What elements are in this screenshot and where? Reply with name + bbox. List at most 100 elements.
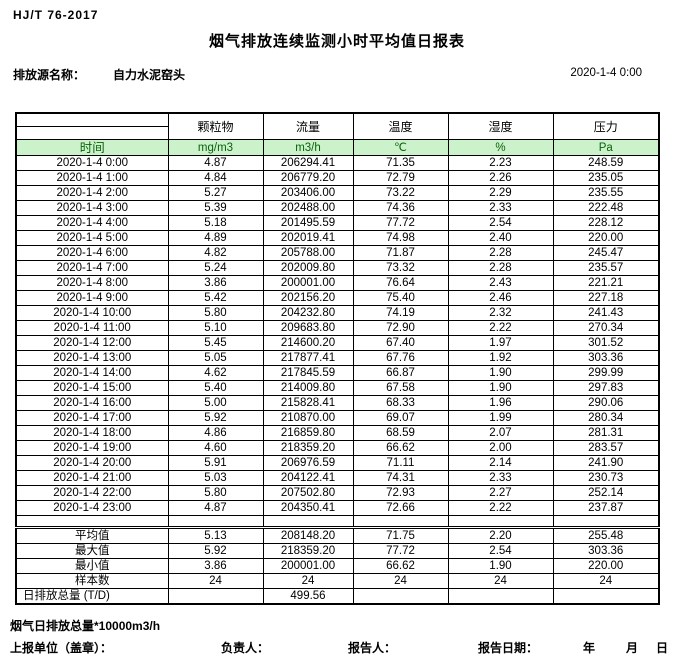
summary-temperature: 77.72 [352, 543, 449, 559]
cell-pressure: 235.05 [552, 170, 660, 186]
cell-temperature: 72.90 [352, 320, 449, 336]
header-blank-top-cell [15, 112, 169, 127]
cell-particulate: 4.84 [167, 170, 264, 186]
summary-pressure: 220.00 [552, 558, 660, 574]
col-header-humidity: 湿度 [447, 112, 554, 140]
daily-total-humidity [447, 588, 554, 605]
cell-pressure: 280.34 [552, 410, 660, 426]
summary-humidity: 2.20 [447, 527, 554, 544]
cell-temperature: 72.66 [352, 500, 449, 516]
header-blank-bottom-cell [15, 126, 169, 140]
cell-flow: 204350.41 [262, 500, 354, 516]
cell-time: 2020-1-4 5:00 [15, 230, 169, 246]
cell-temperature: 74.31 [352, 470, 449, 486]
cell-time: 2020-1-4 17:00 [15, 410, 169, 426]
cell-time: 2020-1-4 10:00 [15, 305, 169, 321]
cell-temperature: 73.22 [352, 185, 449, 201]
table-row: 2020-1-4 10:00 5.80 204232.80 74.19 2.32… [15, 305, 660, 321]
cell-time: 2020-1-4 15:00 [15, 380, 169, 396]
unit-row: 时间 mg/m3 m3/h ℃ % Pa [15, 139, 660, 156]
cell-flow: 202488.00 [262, 200, 354, 216]
cell-particulate: 5.18 [167, 215, 264, 231]
cell-particulate: 5.42 [167, 290, 264, 306]
cell-particulate: 4.60 [167, 440, 264, 456]
table-row: 2020-1-4 5:00 4.89 202019.41 74.98 2.40 … [15, 230, 660, 246]
summary-row: 最小值 3.86 200001.00 66.62 1.90 220.00 [15, 558, 660, 574]
cell-flow: 215828.41 [262, 395, 354, 411]
summary-humidity: 2.54 [447, 543, 554, 559]
cell-humidity: 2.07 [447, 425, 554, 441]
cell-pressure: 301.52 [552, 335, 660, 351]
page-title: 烟气排放连续监测小时平均值日报表 [208, 33, 465, 50]
cell-particulate: 5.10 [167, 320, 264, 336]
cell-particulate: 4.82 [167, 245, 264, 261]
cell-temperature: 67.40 [352, 335, 449, 351]
cell-temperature: 71.87 [352, 245, 449, 261]
cell-flow: 206779.20 [262, 170, 354, 186]
doc-code: HJ/T 76-2017 [13, 8, 99, 22]
report-table: 颗粒物 流量 温度 湿度 压力 时间 mg/m3 m3/h ℃ % Pa 202 [15, 112, 660, 605]
daily-total-flow: 499.56 [262, 588, 354, 605]
cell-time: 2020-1-4 4:00 [15, 215, 169, 231]
cell-humidity: 2.00 [447, 440, 554, 456]
cell-temperature: 74.36 [352, 200, 449, 216]
summary-flow: 208148.20 [262, 527, 354, 544]
cell-flow: 207502.80 [262, 485, 354, 501]
cell-pressure: 235.57 [552, 260, 660, 276]
cell-time: 2020-1-4 11:00 [15, 320, 169, 336]
cell-pressure: 270.34 [552, 320, 660, 336]
cell-flow: 206976.59 [262, 455, 354, 471]
summary-humidity: 24 [447, 573, 554, 589]
unit-temperature: ℃ [352, 139, 449, 156]
cell-particulate: 5.80 [167, 485, 264, 501]
responsible-label: 负责人： [221, 641, 270, 655]
cell-humidity: 1.99 [447, 410, 554, 426]
table-row: 2020-1-4 3:00 5.39 202488.00 74.36 2.33 … [15, 200, 660, 216]
cell-time: 2020-1-4 7:00 [15, 260, 169, 276]
cell-flow: 214600.20 [262, 335, 354, 351]
header-row-top: 颗粒物 流量 温度 湿度 压力 [15, 112, 660, 140]
summary-particulate: 3.86 [167, 558, 264, 574]
cell-pressure: 290.06 [552, 395, 660, 411]
table-row: 2020-1-4 22:00 5.80 207502.80 72.93 2.27… [15, 485, 660, 501]
col-header-pressure: 压力 [552, 112, 660, 140]
cell-flow: 202019.41 [262, 230, 354, 246]
table-row: 2020-1-4 23:00 4.87 204350.41 72.66 2.22… [15, 500, 660, 516]
cell-pressure: 227.18 [552, 290, 660, 306]
cell-pressure: 222.48 [552, 200, 660, 216]
cell-humidity: 2.33 [447, 470, 554, 486]
cell-pressure: 281.31 [552, 425, 660, 441]
cell-particulate: 3.86 [167, 275, 264, 291]
col-header-particulate: 颗粒物 [167, 112, 264, 140]
daily-total-label: 日排放总量 (T/D) [15, 588, 169, 605]
cell-flow: 210870.00 [262, 410, 354, 426]
daily-total-pressure [552, 588, 660, 605]
separator-row [15, 515, 660, 529]
summary-particulate: 5.92 [167, 543, 264, 559]
summary-particulate: 5.13 [167, 527, 264, 544]
time-column-header: 时间 [15, 139, 169, 156]
cell-pressure: 299.99 [552, 365, 660, 381]
month-label: 月 [626, 641, 639, 655]
summary-row: 样本数 24 24 24 24 24 [15, 573, 660, 589]
cell-particulate: 5.92 [167, 410, 264, 426]
table-row: 2020-1-4 15:00 5.40 214009.80 67.58 1.90… [15, 380, 660, 396]
cell-flow: 202156.20 [262, 290, 354, 306]
table-row: 2020-1-4 2:00 5.27 203406.00 73.22 2.29 … [15, 185, 660, 201]
cell-temperature: 71.11 [352, 455, 449, 471]
cell-humidity: 2.22 [447, 320, 554, 336]
cell-temperature: 74.19 [352, 305, 449, 321]
summary-pressure: 255.48 [552, 527, 660, 544]
summary-humidity: 1.90 [447, 558, 554, 574]
cell-humidity: 2.26 [447, 170, 554, 186]
source-name: 自力水泥窑头 [113, 68, 186, 82]
cell-flow: 203406.00 [262, 185, 354, 201]
cell-pressure: 283.57 [552, 440, 660, 456]
cell-particulate: 5.39 [167, 200, 264, 216]
daily-total-particulate [167, 588, 264, 605]
cell-pressure: 252.14 [552, 485, 660, 501]
table-row: 2020-1-4 1:00 4.84 206779.20 72.79 2.26 … [15, 170, 660, 186]
cell-time: 2020-1-4 9:00 [15, 290, 169, 306]
cell-humidity: 2.33 [447, 200, 554, 216]
unit-particulate: mg/m3 [167, 139, 264, 156]
